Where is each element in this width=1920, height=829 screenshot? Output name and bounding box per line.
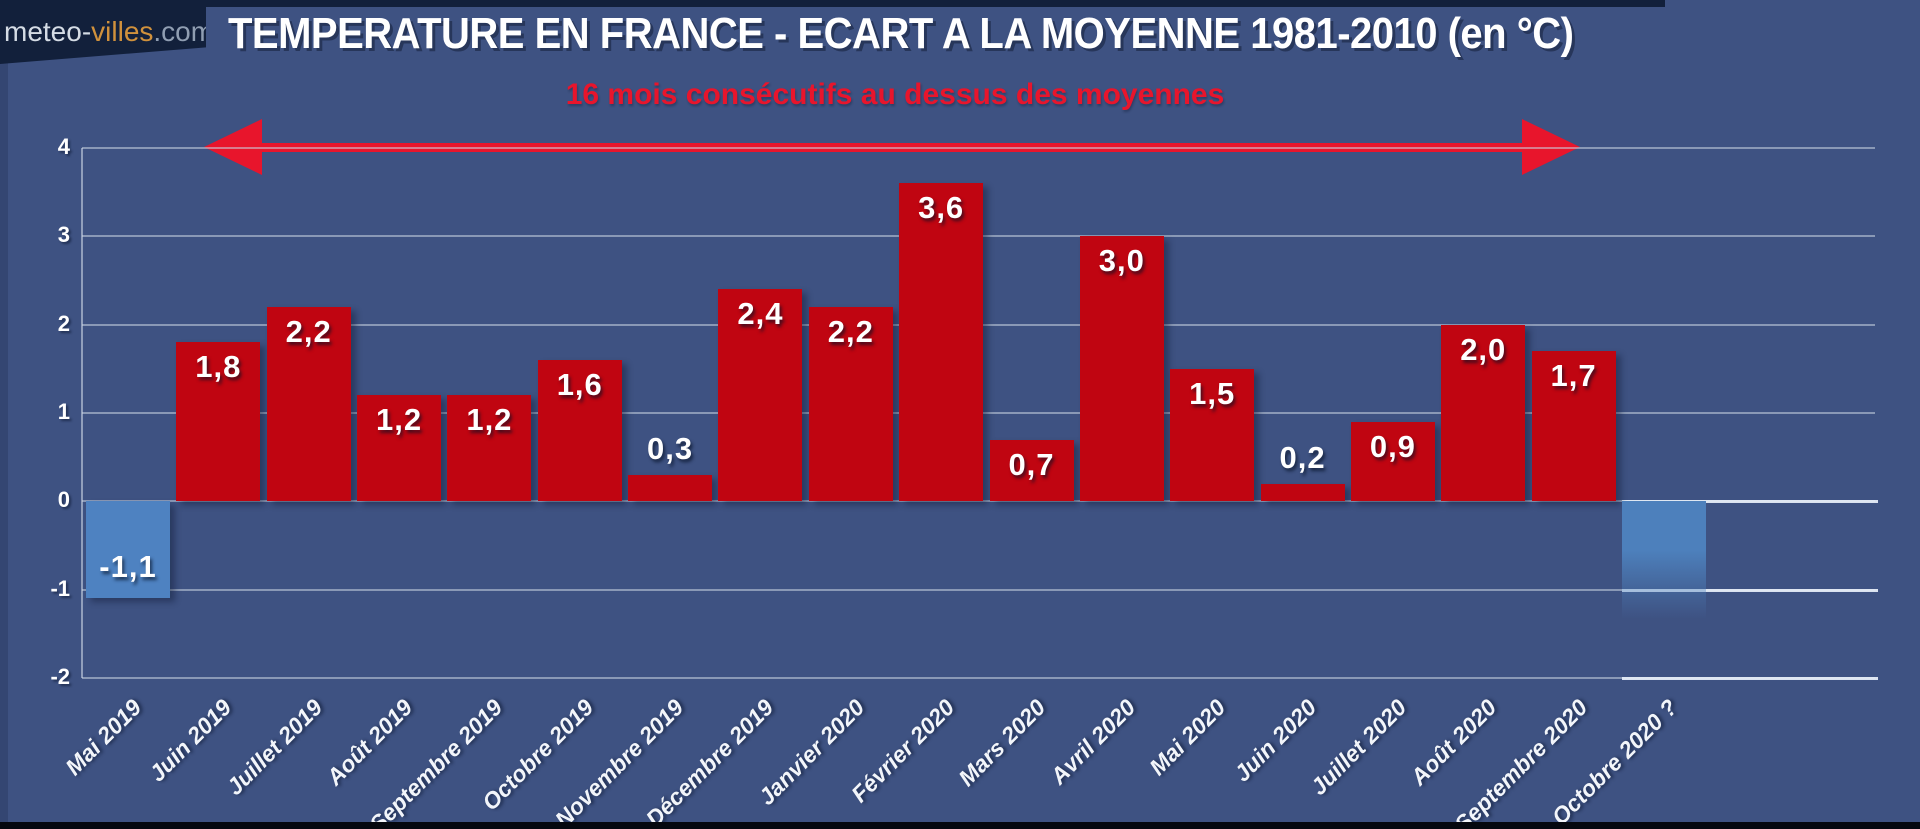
bar xyxy=(1260,483,1345,502)
bar xyxy=(447,395,532,502)
bar-value-label: 2,2 xyxy=(285,314,332,349)
bar-value-label: 2,4 xyxy=(737,296,784,332)
bar xyxy=(989,439,1074,502)
top-banner-strip xyxy=(0,0,1665,7)
gridline-highlight xyxy=(1622,588,1878,592)
bar-value-label: 3,0 xyxy=(1098,243,1145,279)
gridline xyxy=(82,588,1875,591)
y-axis-tick-label: 0 xyxy=(57,487,70,513)
y-axis-tick-label: -1 xyxy=(50,575,70,601)
bar xyxy=(1079,236,1164,502)
bar-unknown-future xyxy=(1621,501,1706,620)
y-axis-tick-label: 3 xyxy=(57,222,70,248)
bar xyxy=(718,289,803,502)
logo-prefix: meteo- xyxy=(4,16,92,47)
y-axis-tick-label: 1 xyxy=(57,399,70,424)
bar xyxy=(1350,421,1435,502)
bar xyxy=(1531,351,1616,502)
gridline-highlight xyxy=(1622,500,1878,504)
bar xyxy=(808,307,893,502)
bar xyxy=(357,395,442,502)
y-axis-tick-label: -2 xyxy=(50,664,70,689)
bar-value-label: 2,0 xyxy=(1460,331,1507,367)
chart-title: TEMPERATURE EN FRANCE - ECART A LA MOYEN… xyxy=(228,10,1574,58)
y-axis-tick-label: 2 xyxy=(57,310,70,336)
bar-value-label: 1,6 xyxy=(556,367,603,402)
y-axis-tick-label: 4 xyxy=(57,134,70,159)
bar-value-label: 0,3 xyxy=(647,430,694,466)
bar xyxy=(899,183,984,502)
bar xyxy=(266,307,351,502)
gridline xyxy=(82,500,1875,503)
bar-value-label: 0,9 xyxy=(1369,428,1416,464)
bar xyxy=(176,342,261,502)
bottom-black-strip xyxy=(0,822,1920,829)
gridline xyxy=(82,147,1875,149)
logo-brand: villes xyxy=(91,16,154,47)
left-edge-band xyxy=(0,0,8,822)
logo: meteo-villes .com xyxy=(0,0,206,64)
logo-suffix: .com xyxy=(153,16,215,47)
bar-value-label: -1,1 xyxy=(99,548,157,584)
bar-value-label: 3,6 xyxy=(918,190,965,226)
bar-value-label: 2,2 xyxy=(827,314,874,349)
bar xyxy=(537,360,622,502)
gridline xyxy=(82,677,1875,679)
y-axis-line xyxy=(81,148,83,678)
bar-value-label: 1,8 xyxy=(195,349,242,385)
bar-value-label: 0,2 xyxy=(1279,439,1326,475)
annotation-text: 16 mois consécutifs au dessus des moyenn… xyxy=(565,78,1225,111)
bar-value-label: 1,2 xyxy=(466,402,513,438)
gridline-highlight xyxy=(1622,677,1878,680)
bar xyxy=(1441,324,1526,502)
bar xyxy=(628,474,713,502)
bar-value-label: 1,7 xyxy=(1550,358,1597,394)
bar-value-label: 0,7 xyxy=(1008,446,1055,482)
bar-value-label: 1,5 xyxy=(1189,375,1236,411)
bar xyxy=(86,501,170,599)
bar xyxy=(1170,368,1255,502)
bar-value-label: 1,2 xyxy=(375,402,423,438)
